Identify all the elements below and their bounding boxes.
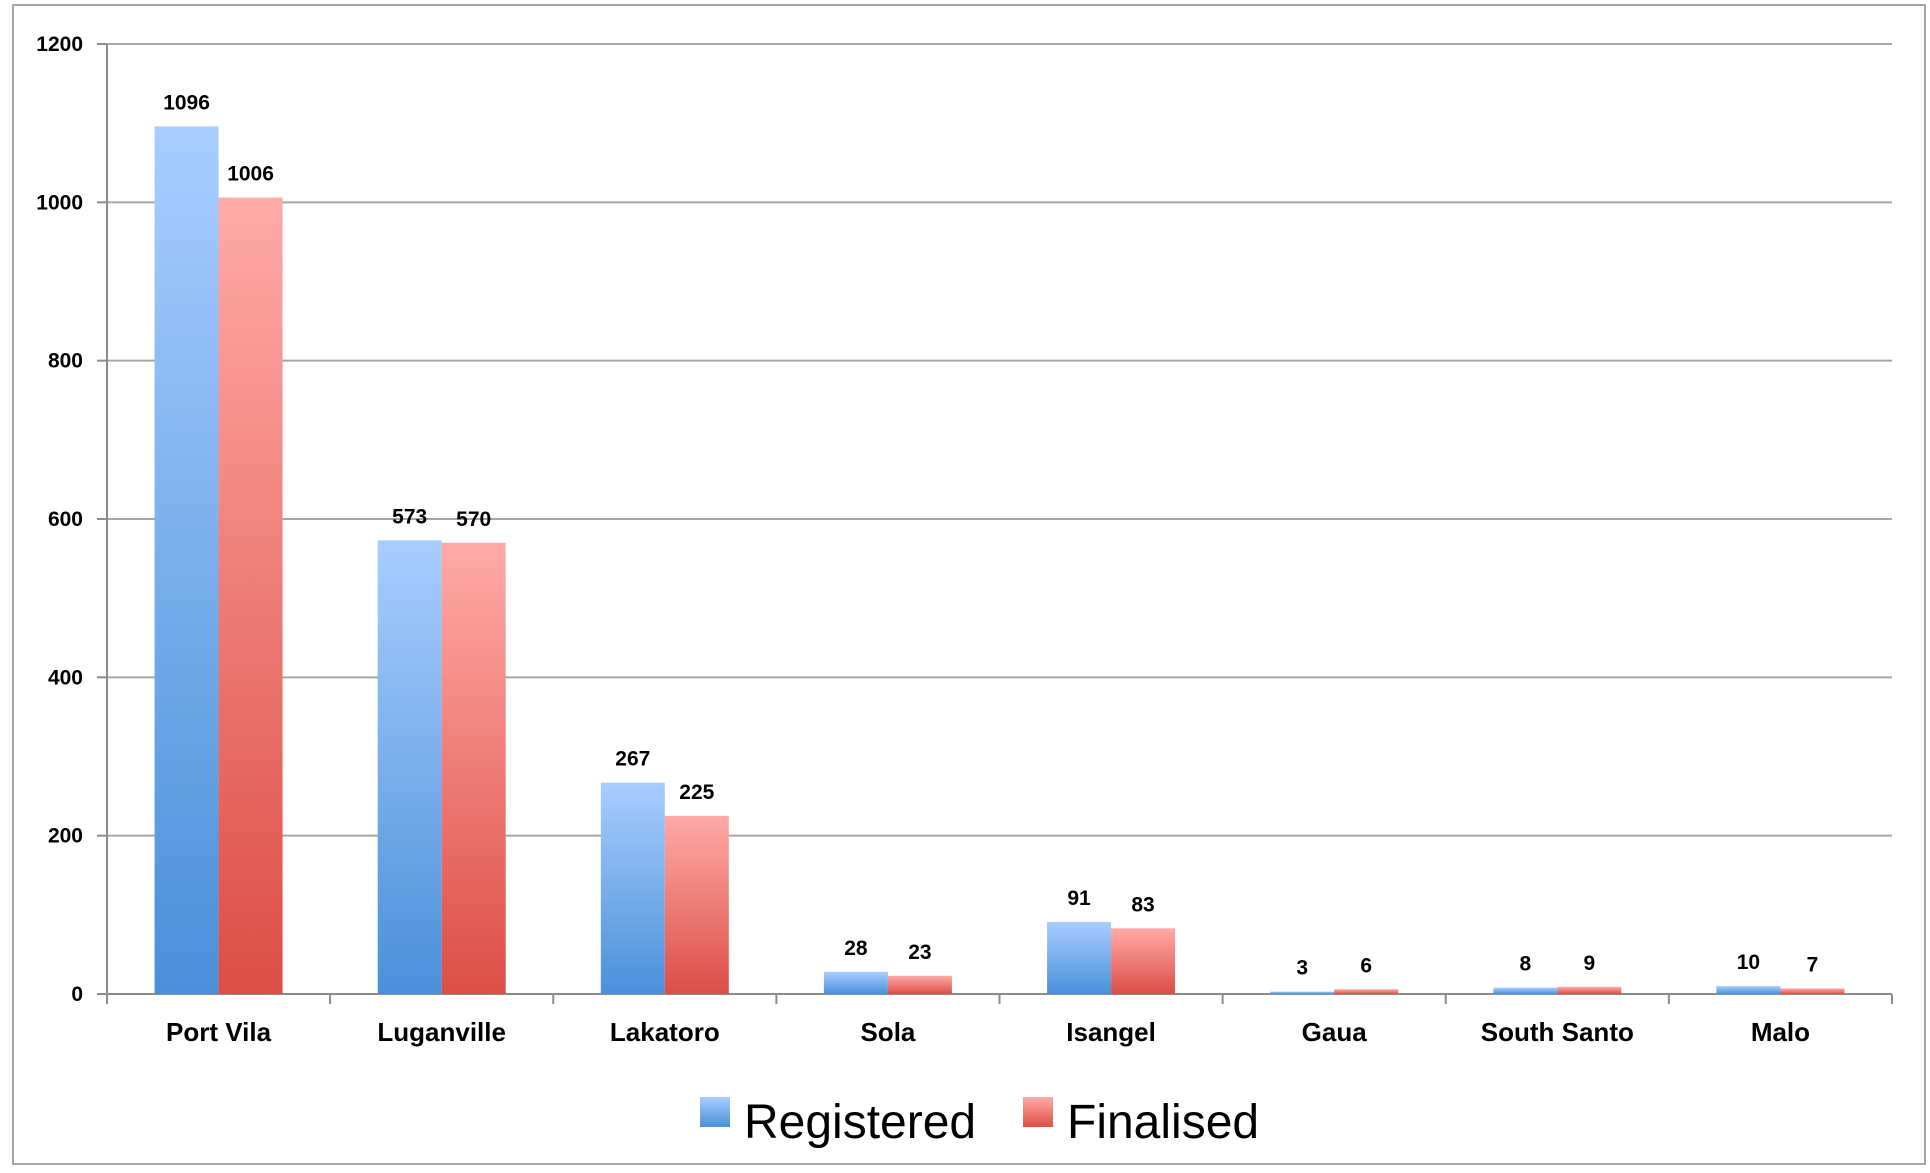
bar-registered <box>377 540 442 994</box>
bar-registered <box>600 782 665 994</box>
x-category-label: Isangel <box>1066 1017 1156 1047</box>
bars <box>154 126 1845 995</box>
bar-finalised <box>441 542 506 994</box>
legend-label: Registered <box>744 1096 976 1149</box>
bar-finalised <box>887 975 952 994</box>
data-label: 8 <box>1519 953 1531 976</box>
legend-swatch <box>1023 1097 1053 1127</box>
data-label: 1006 <box>227 163 274 186</box>
bar-registered <box>823 971 888 994</box>
bar-finalised <box>664 815 729 994</box>
bar-finalised <box>218 197 283 995</box>
bar-registered <box>1493 987 1558 994</box>
y-tick-label: 400 <box>48 666 83 689</box>
data-label: 6 <box>1360 954 1372 977</box>
data-label: 7 <box>1807 953 1819 976</box>
bar-registered <box>154 126 219 995</box>
data-label: 83 <box>1131 893 1154 916</box>
x-category-label: South Santo <box>1481 1017 1634 1047</box>
data-label: 91 <box>1067 887 1091 910</box>
y-tick-label: 600 <box>48 508 83 531</box>
y-tick-label: 0 <box>71 983 83 1006</box>
bar-registered <box>1270 991 1335 994</box>
bar-finalised <box>1111 928 1176 994</box>
bar-chart: 0 200 400 600 800 1000 1200 Port Vila Luganville… <box>36 33 1893 1149</box>
data-label: 267 <box>615 748 650 771</box>
data-label: 28 <box>844 937 868 960</box>
data-labels: 1096 1006 573 570 267 225 28 23 91 83 3 6 8 9 10 7 <box>163 91 1818 979</box>
y-tick-label: 1000 <box>36 191 83 214</box>
data-label: 573 <box>392 505 427 528</box>
data-label: 10 <box>1737 951 1760 974</box>
data-label: 570 <box>456 508 491 531</box>
x-category-label: Port Vila <box>166 1017 272 1047</box>
data-label: 3 <box>1296 957 1308 980</box>
data-label: 9 <box>1583 952 1595 975</box>
x-category-label: Malo <box>1751 1017 1810 1047</box>
legend-item-finalised: Finalised <box>1023 1096 1259 1149</box>
legend-item-registered: Registered <box>700 1096 976 1149</box>
x-category-label: Gaua <box>1302 1017 1368 1047</box>
axes: 0 200 400 600 800 1000 1200 Port Vila Luganville… <box>36 33 1893 1047</box>
data-label: 23 <box>908 941 931 964</box>
data-label: 1096 <box>163 91 210 114</box>
x-category-label: Sola <box>860 1017 915 1047</box>
bar-registered <box>1047 921 1112 994</box>
bar-finalised <box>1557 986 1622 994</box>
y-tick-label: 1200 <box>36 33 83 56</box>
chart-frame: 0 200 400 600 800 1000 1200 Port Vila Luganville… <box>12 4 1926 1165</box>
y-tick-label: 800 <box>48 350 83 373</box>
data-label: 225 <box>679 781 714 804</box>
bar-registered <box>1716 986 1781 994</box>
x-category-label: Luganville <box>377 1017 506 1047</box>
bar-finalised <box>1334 989 1399 994</box>
y-tick-label: 200 <box>48 825 83 848</box>
legend-swatch <box>700 1097 730 1127</box>
legend: Registered Finalised <box>700 1096 1259 1149</box>
gridlines <box>107 43 1892 995</box>
legend-label: Finalised <box>1067 1096 1259 1149</box>
bar-finalised <box>1780 988 1845 994</box>
x-category-label: Lakatoro <box>610 1017 720 1047</box>
